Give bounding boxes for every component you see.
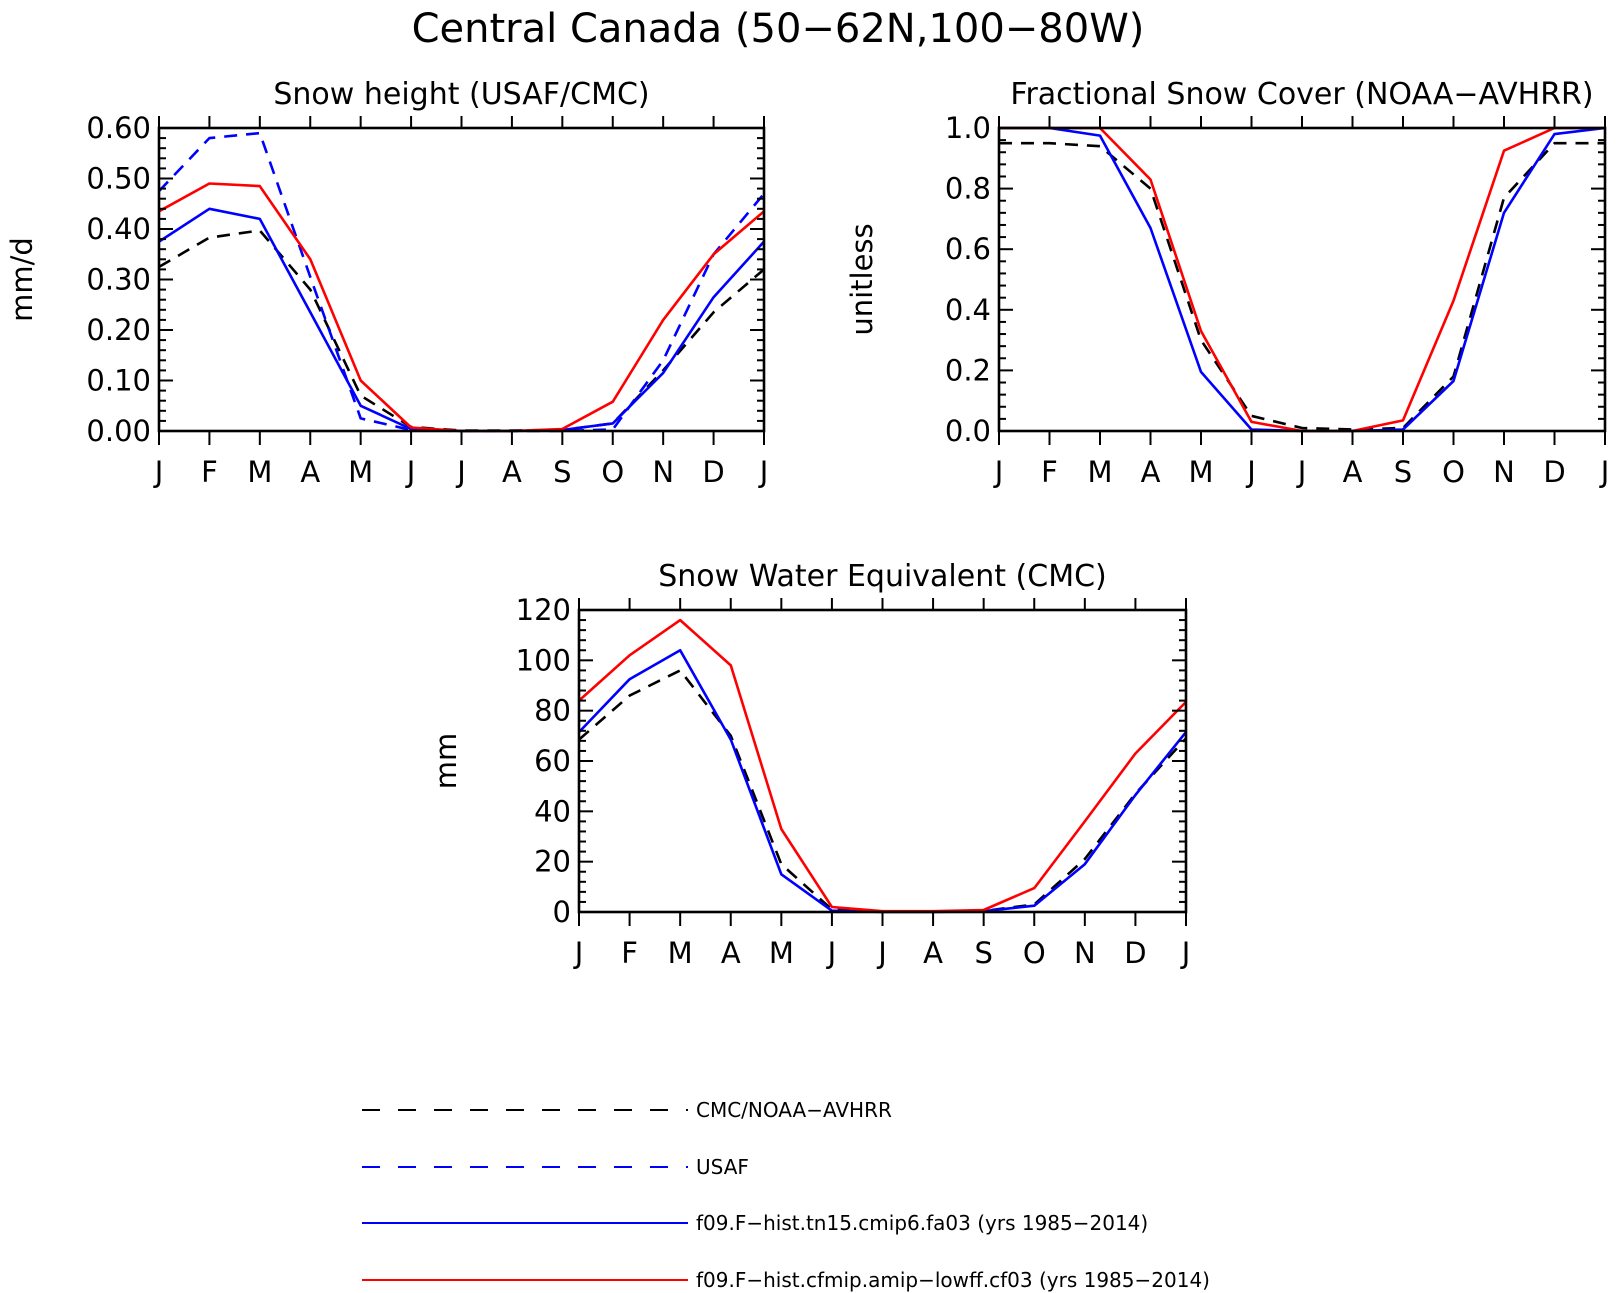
y-tick-label: 80 — [534, 694, 571, 728]
y-tick-label: 20 — [534, 845, 571, 879]
x-tick-label: J — [1599, 455, 1610, 489]
plot-frame — [997, 126, 1607, 433]
y-tick-label: 40 — [534, 794, 571, 828]
panel-title: Fractional Snow Cover (NOAA−AVHRR) — [1010, 77, 1593, 112]
x-tick-label: A — [502, 455, 522, 489]
x-tick-label: S — [974, 936, 992, 970]
x-tick-label: N — [652, 455, 674, 489]
x-tick-label: J — [573, 936, 584, 970]
x-tick-label: N — [1074, 936, 1096, 970]
series-line-snow-cover-2 — [999, 126, 1605, 433]
x-tick-label: F — [201, 455, 218, 489]
x-tick-label: J — [1245, 455, 1256, 489]
x-tick-label: M — [1087, 455, 1112, 489]
series-line-snow-height-0 — [158, 229, 765, 432]
x-tick-label: O — [1442, 455, 1465, 489]
x-tick-label: J — [876, 936, 887, 970]
x-tick-label: F — [1041, 455, 1058, 489]
panel-snow-water-equivalent: Snow Water Equivalent (CMC) mm 0 20 40 60 80 10… — [429, 559, 1190, 970]
series-line-snow-cover-1 — [999, 126, 1606, 433]
x-tick-label: D — [1124, 936, 1146, 970]
panel-snow-height: Snow height (USAF/CMC) mm/d 0.00 0.10 0.20 0.… — [5, 77, 768, 489]
y-axis-label: mm — [429, 733, 463, 790]
x-tick-label: M — [769, 936, 794, 970]
series-line-swe-1 — [578, 648, 1188, 914]
legend-entry: f09.F−hist.tn15.cmip6.fa03 (yrs 1985−201… — [362, 1211, 1148, 1235]
x-tick-label: A — [721, 936, 741, 970]
x-tick-label: O — [601, 455, 624, 489]
y-tick-label: 0.0 — [945, 414, 991, 448]
x-tick-label: M — [668, 936, 693, 970]
legend-entry: CMC/NOAA−AVHRR — [362, 1098, 892, 1122]
legend-entry: USAF — [362, 1155, 749, 1179]
x-tick-label: M — [247, 455, 272, 489]
legend-entry: f09.F−hist.cfmip.amip−lowff.cf03 (yrs 19… — [362, 1268, 1210, 1292]
x-tick-label: O — [1023, 936, 1046, 970]
series-line-snow-cover-0 — [999, 141, 1605, 431]
y-tick-label: 1.0 — [945, 111, 991, 145]
plot-frame — [157, 126, 766, 433]
x-tick-label: J — [826, 936, 837, 970]
y-tick-label: 0 — [553, 895, 571, 929]
x-tick-label: J — [1180, 936, 1191, 970]
legend-label-usaf: USAF — [696, 1155, 749, 1179]
panel-fractional-snow-cover: Fractional Snow Cover (NOAA−AVHRR) unitle… — [845, 77, 1609, 489]
series-line-snow-height-2 — [158, 207, 765, 433]
x-tick-label: J — [455, 455, 466, 489]
x-tick-label: D — [1543, 455, 1565, 489]
x-tick-label: A — [923, 936, 943, 970]
panel-title: Snow Water Equivalent (CMC) — [658, 559, 1106, 594]
y-tick-label: 0.50 — [86, 162, 151, 196]
figure-title: Central Canada (50−62N,100−80W) — [412, 6, 1145, 52]
series-line-swe-0 — [578, 669, 1187, 913]
x-tick-label: M — [1188, 455, 1213, 489]
legend-label-cmc: CMC/NOAA−AVHRR — [696, 1098, 892, 1122]
y-tick-label: 0.20 — [86, 313, 151, 347]
x-tick-label: J — [153, 455, 164, 489]
y-tick-label: 0.8 — [945, 172, 991, 206]
y-tick-label: 0.6 — [945, 232, 991, 266]
x-tick-label: F — [621, 936, 638, 970]
series-line-snow-height-3 — [158, 182, 765, 433]
y-tick-label: 0.00 — [86, 414, 151, 448]
panel-title: Snow height (USAF/CMC) — [273, 77, 649, 112]
x-tick-label: A — [1141, 455, 1161, 489]
x-tick-label: S — [553, 455, 571, 489]
y-tick-label: 0.40 — [86, 212, 151, 246]
y-tick-label: 0.30 — [86, 263, 151, 297]
legend-label-fa03: f09.F−hist.tn15.cmip6.fa03 (yrs 1985−201… — [696, 1211, 1148, 1235]
x-tick-label: M — [348, 455, 373, 489]
x-tick-label: S — [1394, 455, 1412, 489]
x-tick-label: J — [1296, 455, 1307, 489]
x-tick-label: J — [993, 455, 1004, 489]
x-tick-label: A — [1343, 455, 1363, 489]
x-tick-label: J — [758, 455, 769, 489]
y-tick-label: 0.10 — [86, 364, 151, 398]
x-tick-label: D — [702, 455, 724, 489]
y-tick-label: 0.4 — [945, 293, 991, 327]
y-tick-label: 120 — [516, 593, 571, 627]
y-tick-label: 60 — [534, 744, 571, 778]
y-axis-label: mm/d — [5, 237, 39, 322]
y-tick-label: 0.60 — [86, 111, 151, 145]
x-tick-label: J — [405, 455, 416, 489]
series-line-snow-height-1 — [158, 131, 765, 433]
x-tick-label: N — [1493, 455, 1515, 489]
x-tick-label: A — [300, 455, 320, 489]
y-axis-label: unitless — [845, 223, 879, 335]
y-tick-label: 100 — [516, 643, 571, 677]
y-tick-label: 0.2 — [945, 353, 991, 387]
legend-label-cf03: f09.F−hist.cfmip.amip−lowff.cf03 (yrs 19… — [696, 1268, 1210, 1292]
series-line-swe-2 — [578, 618, 1187, 913]
legend: CMC/NOAA−AVHRR USAF f09.F−hist.tn15.cmip… — [362, 1098, 1210, 1292]
